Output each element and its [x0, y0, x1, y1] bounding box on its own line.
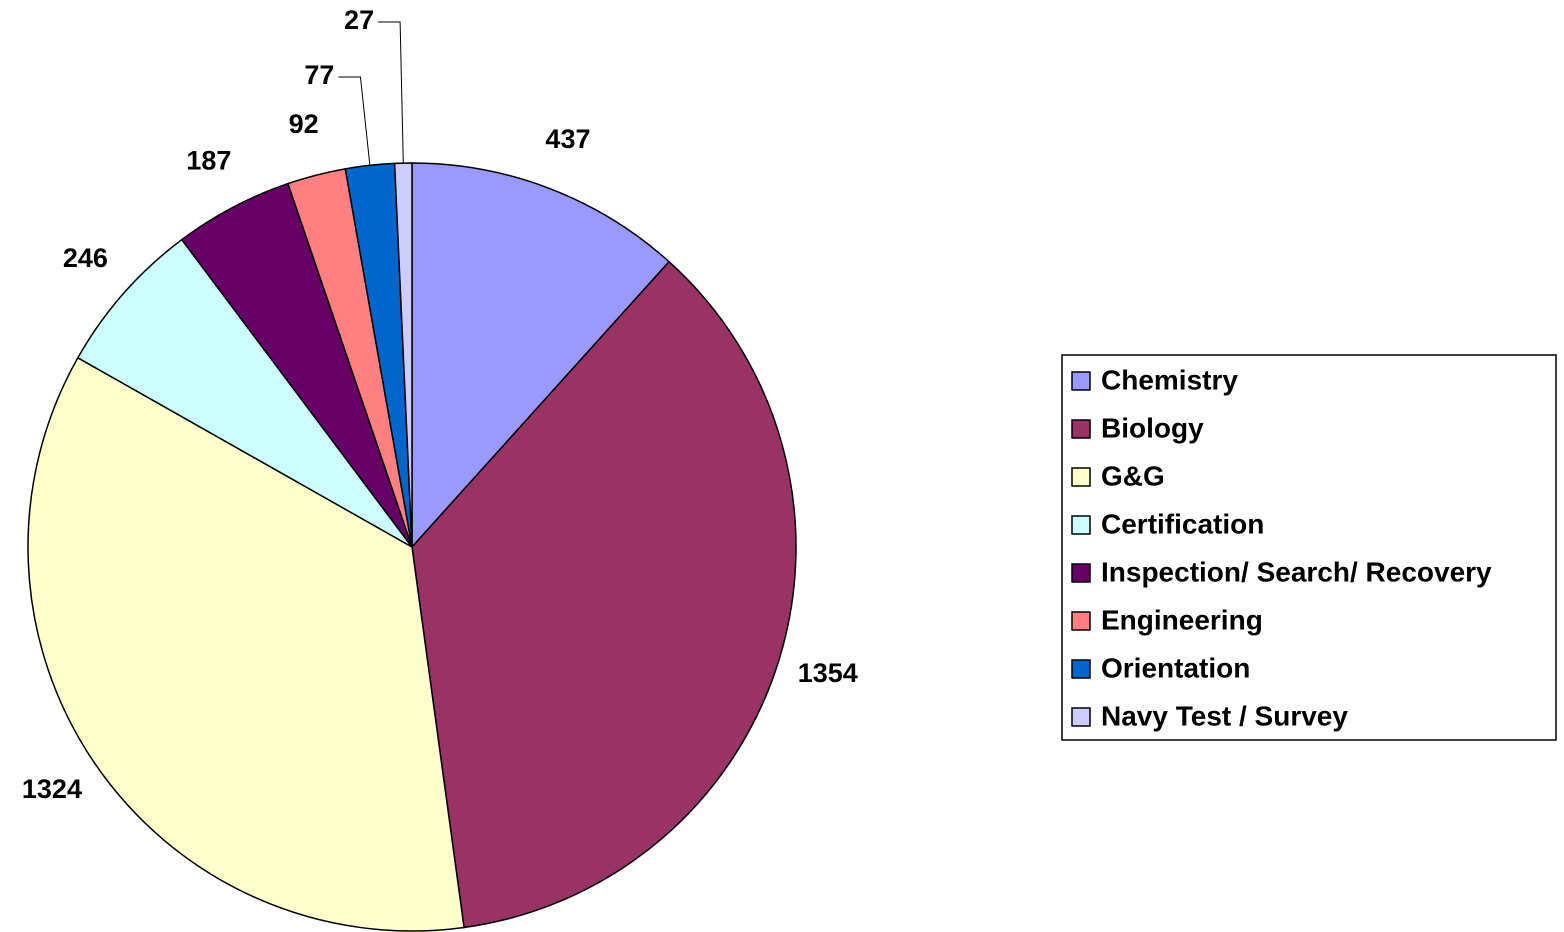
pie-slice: [76, 238, 413, 548]
legend-label: G&G: [1101, 460, 1165, 491]
data-label: 92: [289, 109, 319, 139]
leader-line: [338, 76, 371, 166]
legend-swatch: [1071, 419, 1091, 439]
legend-label: Inspection/ Search/ Recovery: [1101, 556, 1492, 587]
legend-swatch: [1071, 611, 1091, 631]
legend-swatch: [1071, 563, 1091, 583]
legend-box: [1061, 354, 1557, 741]
legend-label: Navy Test / Survey: [1101, 700, 1348, 731]
legend-label: Orientation: [1101, 652, 1250, 683]
legend-swatch: [1071, 467, 1091, 487]
legend-swatch: [1071, 659, 1091, 679]
data-label: 1354: [798, 658, 858, 688]
legend-label: Biology: [1101, 412, 1204, 443]
legend-swatch: [1071, 371, 1091, 391]
legend-swatch: [1071, 707, 1091, 727]
data-label: 77: [304, 60, 334, 90]
data-label: 1324: [22, 774, 82, 804]
pie-slice: [27, 356, 465, 932]
data-label: 187: [186, 145, 231, 175]
data-label: 27: [344, 5, 374, 35]
legend-label: Certification: [1101, 508, 1264, 539]
leader-line: [378, 21, 404, 164]
pie-slice: [411, 260, 797, 929]
data-label: 246: [63, 243, 108, 273]
pie-slice: [411, 162, 671, 549]
data-label: 437: [545, 124, 590, 154]
legend-swatch: [1071, 515, 1091, 535]
legend-label: Engineering: [1101, 604, 1263, 635]
legend-label: Chemistry: [1101, 364, 1238, 395]
